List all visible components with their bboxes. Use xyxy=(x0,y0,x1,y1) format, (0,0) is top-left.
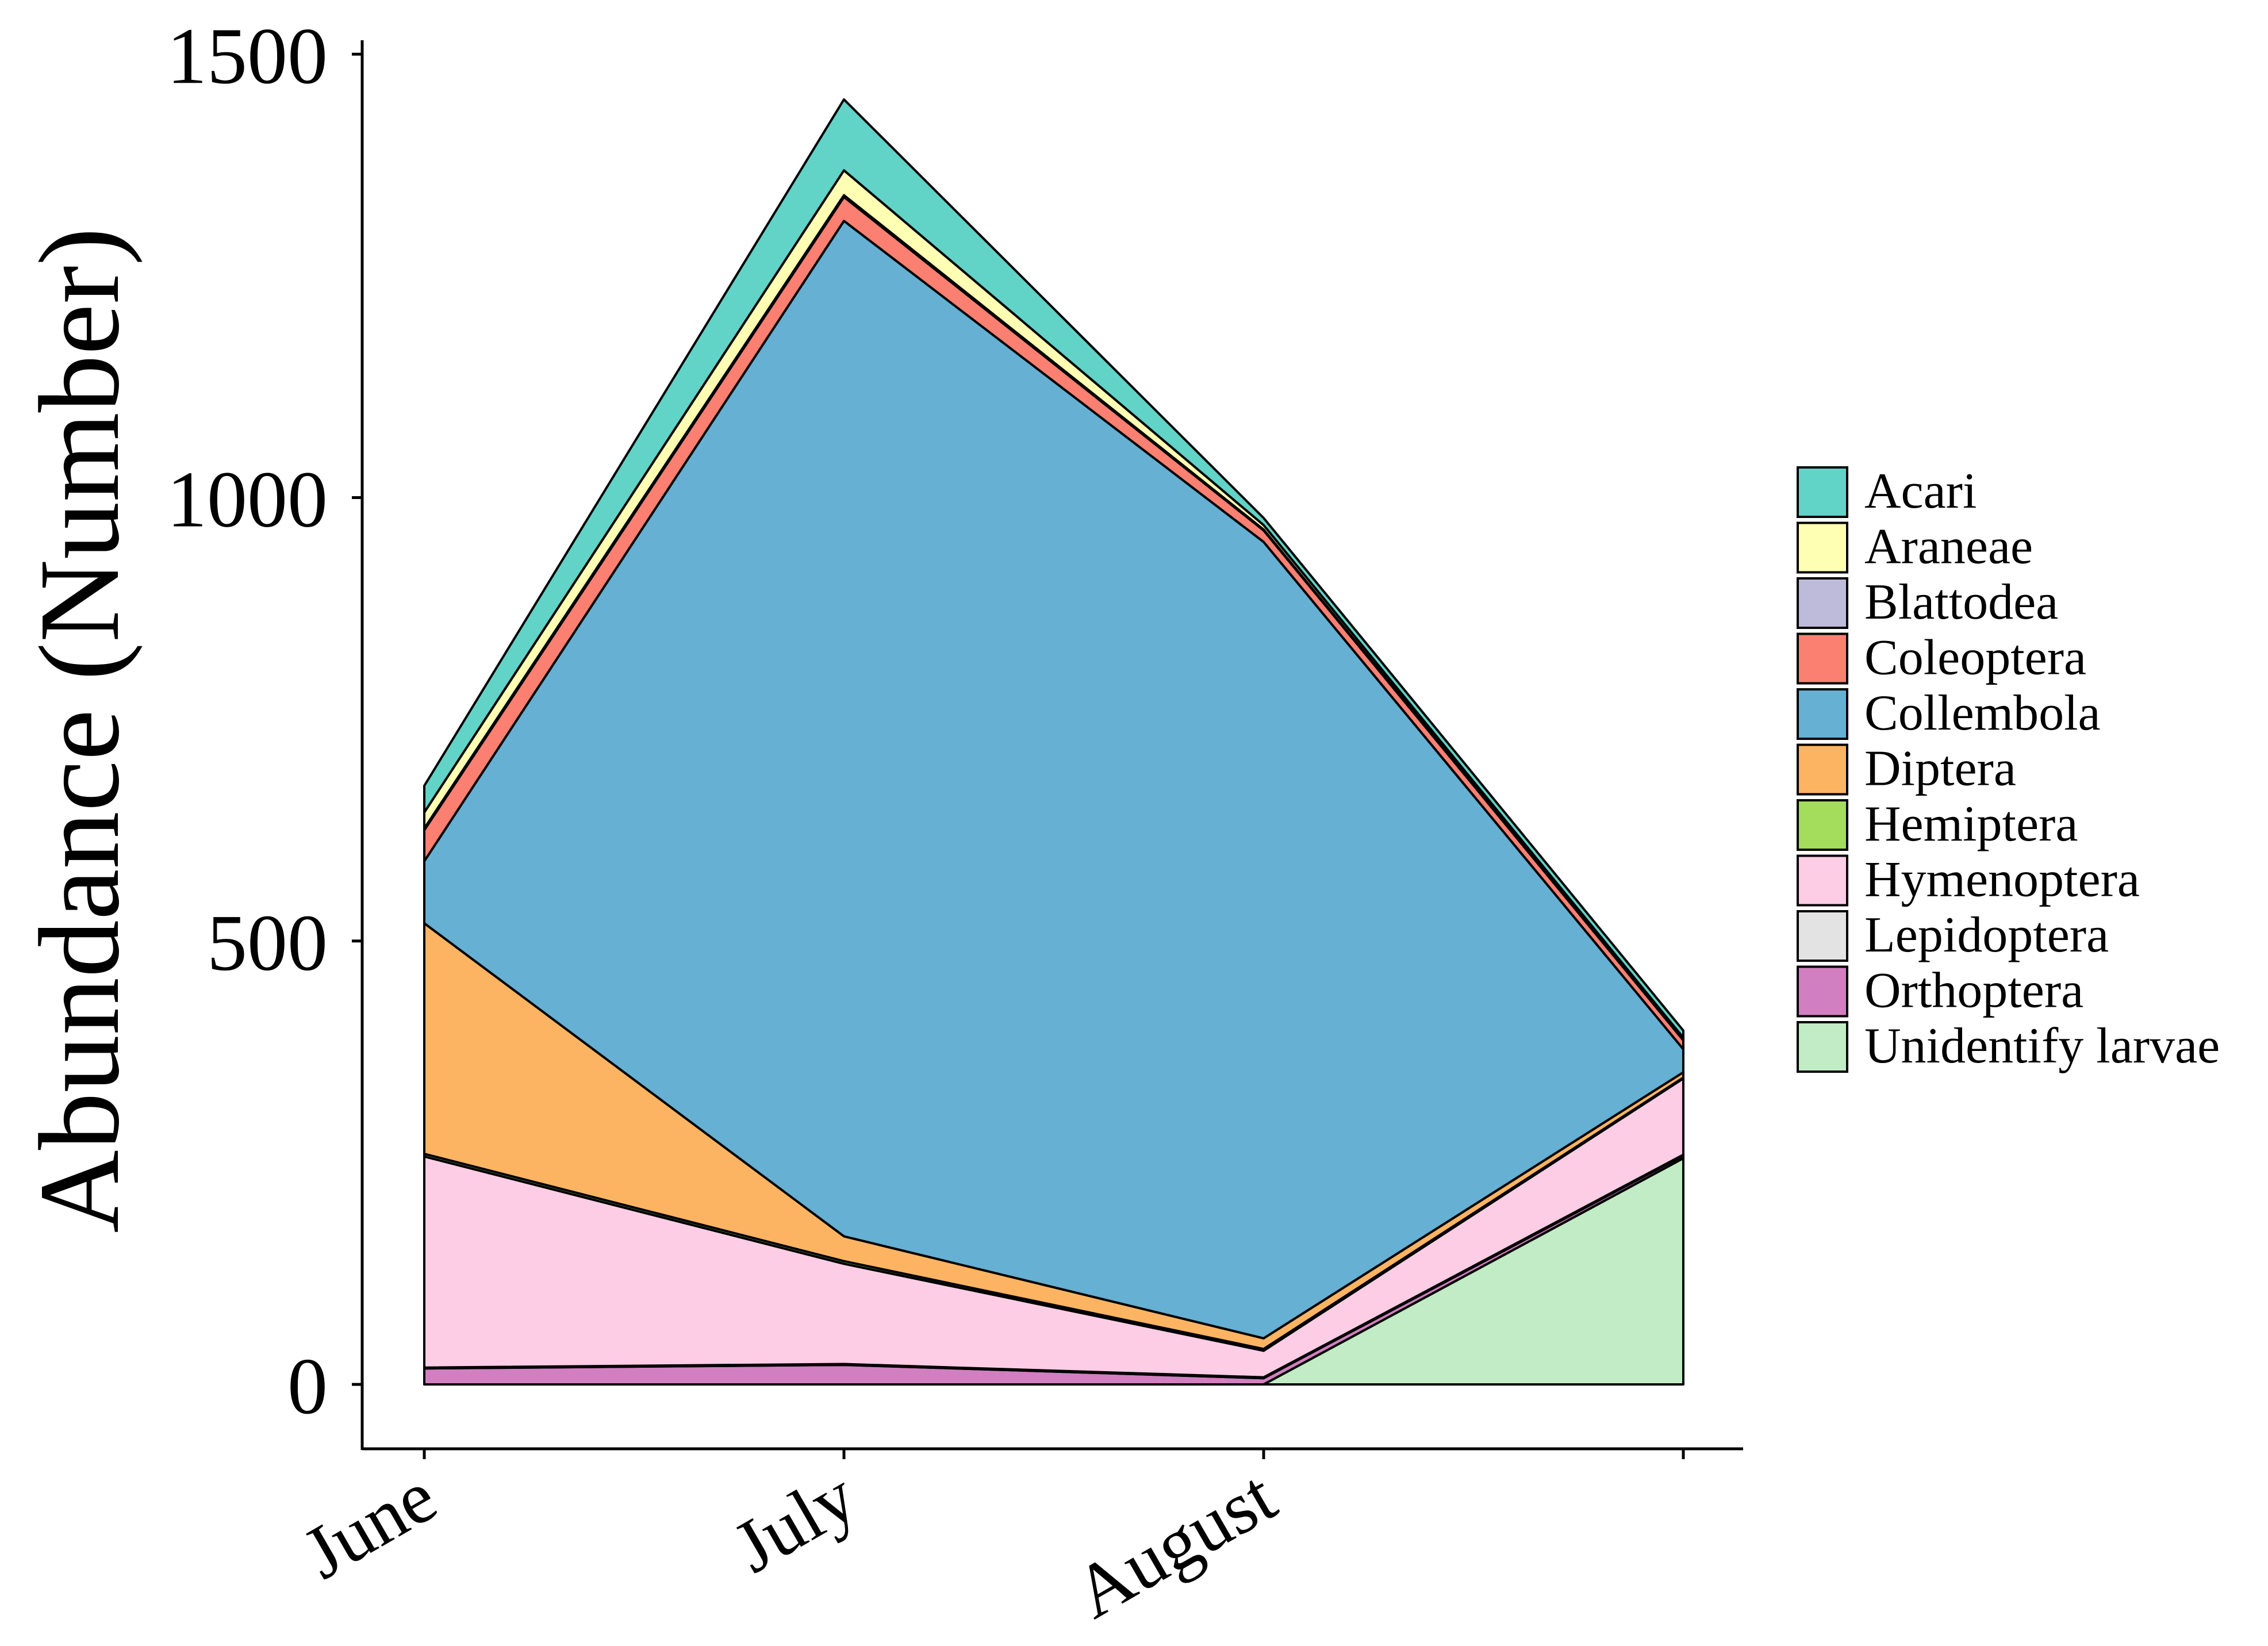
legend-swatch-acari xyxy=(1797,466,1848,518)
legend-label-lepidoptera: Lepidoptera xyxy=(1864,907,2109,963)
y-tick-label: 0 xyxy=(287,1342,328,1431)
legend-label-coleoptera: Coleoptera xyxy=(1864,630,2086,686)
legend-swatch-orthoptera xyxy=(1797,965,1848,1018)
y-tick-label: 500 xyxy=(207,899,328,988)
legend: AcariAraneaeBlattodeaColeopteraCollembol… xyxy=(1797,463,2220,1074)
axes xyxy=(360,40,1743,1451)
legend-swatch-coleoptera xyxy=(1797,632,1848,685)
legend-swatch-lepidoptera xyxy=(1797,910,1848,962)
legend-label-acari: Acari xyxy=(1864,463,1977,519)
legend-swatch-hymenoptera xyxy=(1797,854,1848,907)
legend-swatch-unidentify-larvae xyxy=(1797,1021,1848,1073)
legend-label-hymenoptera: Hymenoptera xyxy=(1864,852,2140,908)
legend-swatch-hemiptera xyxy=(1797,799,1848,851)
legend-swatch-blattodea xyxy=(1797,577,1848,629)
legend-swatch-diptera xyxy=(1797,743,1848,796)
legend-label-unidentify-larvae: Unidentify larvae xyxy=(1864,1018,2220,1074)
legend-swatch-araneae xyxy=(1797,521,1848,574)
legend-swatch-collembola xyxy=(1797,688,1848,740)
y-tick-label: 1000 xyxy=(167,455,328,544)
legend-label-araneae: Araneae xyxy=(1864,519,2033,575)
legend-label-collembola: Collembola xyxy=(1864,685,2101,741)
x-axis-ticks: June July August xyxy=(290,1449,1685,1635)
x-tick-label: July xyxy=(720,1455,870,1589)
x-tick-label: June xyxy=(290,1455,450,1595)
area-acari xyxy=(423,98,1684,1039)
legend-label-blattodea: Blattodea xyxy=(1864,574,2058,630)
x-tick-label: August xyxy=(1061,1455,1289,1635)
legend-label-diptera: Diptera xyxy=(1864,741,2016,797)
area-layers xyxy=(423,98,1684,1386)
y-axis-title: Abundance (Number) xyxy=(16,227,143,1233)
y-tick-label: 1500 xyxy=(167,11,328,101)
legend-label-hemiptera: Hemiptera xyxy=(1864,796,2078,852)
y-axis-ticks: 0 500 1000 1500 xyxy=(167,11,362,1431)
legend-label-orthoptera: Orthoptera xyxy=(1864,963,2083,1019)
